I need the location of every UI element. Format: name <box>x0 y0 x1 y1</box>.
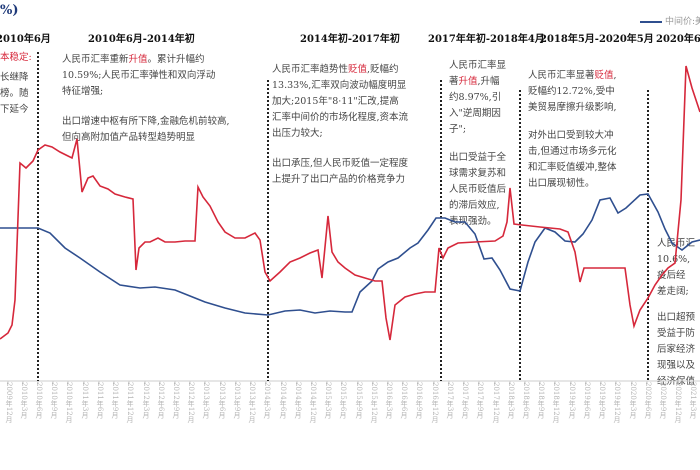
x-axis-label: 2016年3月 <box>385 382 393 419</box>
x-axis-label: 2020年12月 <box>674 382 682 423</box>
x-axis-label: 2017年12月 <box>492 382 500 423</box>
x-axis-label: 2010年12月 <box>65 382 73 423</box>
x-axis-label: 2010年9月 <box>50 382 58 419</box>
x-axis-label: 2013年6月 <box>218 382 226 419</box>
x-axis-label: 2019年3月 <box>568 382 576 419</box>
x-axis-label: 2019年12月 <box>613 382 621 423</box>
x-axis-label: 2016年12月 <box>431 382 439 423</box>
x-axis-label: 2014年3月 <box>263 382 271 419</box>
x-axis-label: 2010年6月 <box>35 382 43 419</box>
x-axis-label: 2015年6月 <box>339 382 347 419</box>
x-axis-label: 2021年3月 <box>689 382 697 419</box>
x-axis-label: 2009年12月 <box>5 382 13 423</box>
x-axis-label: 2012年12月 <box>187 382 195 423</box>
x-axis-label: 2015年12月 <box>370 382 378 423</box>
x-axis-label: 2012年3月 <box>142 382 150 419</box>
note-period-4: 人民币汇率显著贬值, 贬幅约12.72%,受中 美贸易摩擦升级影响, 对外出口受… <box>528 70 617 189</box>
x-axis-label: 2018年9月 <box>537 382 545 419</box>
x-axis-label: 2020年6月 <box>644 382 652 419</box>
series-export-growth-line <box>0 65 700 341</box>
x-axis-label: 2012年9月 <box>172 382 180 419</box>
note-period-3: 人民币汇率显 著升值,升幅 约8.97%,引 入"逆周期因 子"; 出口受益于全… <box>449 60 507 227</box>
period-label-3: 2017年年初-2018年4月 <box>428 34 545 45</box>
x-axis-label: 2010年3月 <box>20 382 28 419</box>
x-axis-label: 2020年9月 <box>659 382 667 419</box>
period-label-5: 2020年6月 <box>656 34 700 45</box>
x-axis-label: 2011年9月 <box>111 382 119 419</box>
x-axis-label: 2014年6月 <box>279 382 287 419</box>
x-axis-label: 2020年3月 <box>629 382 637 419</box>
x-axis-label: 2019年9月 <box>598 382 606 419</box>
x-axis-labels: 2009年12月 2010年3月 2010年6月 2010年9月 2010年12月 201… <box>0 382 700 462</box>
period-label-4: 2018年5月-2020年5月 <box>540 34 654 45</box>
x-axis-label: 2018年3月 <box>507 382 515 419</box>
x-axis-label: 2017年6月 <box>461 382 469 419</box>
x-axis-label: 2018年6月 <box>522 382 530 419</box>
x-axis-label: 2019年6月 <box>583 382 591 419</box>
x-axis-label: 2016年9月 <box>415 382 423 419</box>
period-dividers <box>37 52 649 381</box>
legend: 中间价:美元 <box>640 14 700 27</box>
chart-title-fragment: %) <box>0 3 19 18</box>
x-axis-label: 2012年6月 <box>157 382 165 419</box>
period-label-2: 2014年初-2017年初 <box>300 34 400 45</box>
x-axis-label: 2017年9月 <box>476 382 484 419</box>
legend-label: 中间价:美元 <box>665 17 700 27</box>
x-axis-ticks <box>7 381 693 384</box>
x-axis-label: 2013年12月 <box>248 382 256 423</box>
x-axis-label: 2015年3月 <box>324 382 332 419</box>
x-axis-label: 2017年3月 <box>446 382 454 419</box>
legend-line-swatch <box>640 20 662 23</box>
x-axis-label: 2016年6月 <box>400 382 408 419</box>
series-usdcny-line <box>0 193 700 316</box>
x-axis-label: 2018年12月 <box>552 382 560 423</box>
x-axis-label: 2014年9月 <box>294 382 302 419</box>
x-axis-label: 2013年9月 <box>233 382 241 419</box>
x-axis-label: 2013年3月 <box>202 382 210 419</box>
x-axis-label: 2014年12月 <box>309 382 317 423</box>
note-period-0: 本稳定: 长继降 榜。随 下延今 <box>0 52 32 115</box>
note-period-2: 人民币汇率趋势性贬值,贬幅约 13.33%,汇率双向波动幅度明显 加大;2015… <box>272 64 409 185</box>
x-axis-label: 2011年12月 <box>126 382 134 423</box>
x-axis-label: 2011年6月 <box>96 382 104 419</box>
period-label-1: 2010年6月-2014年初 <box>88 34 195 45</box>
x-axis-label: 2015年9月 <box>355 382 363 419</box>
period-label-0: 2010年6月 <box>0 34 51 45</box>
x-axis-label: 2011年3月 <box>81 382 89 419</box>
note-period-1: 人民币汇率重新升值。累计升幅约 10.59%;人民币汇率弹性和双向浮动 特征增强… <box>62 54 230 143</box>
